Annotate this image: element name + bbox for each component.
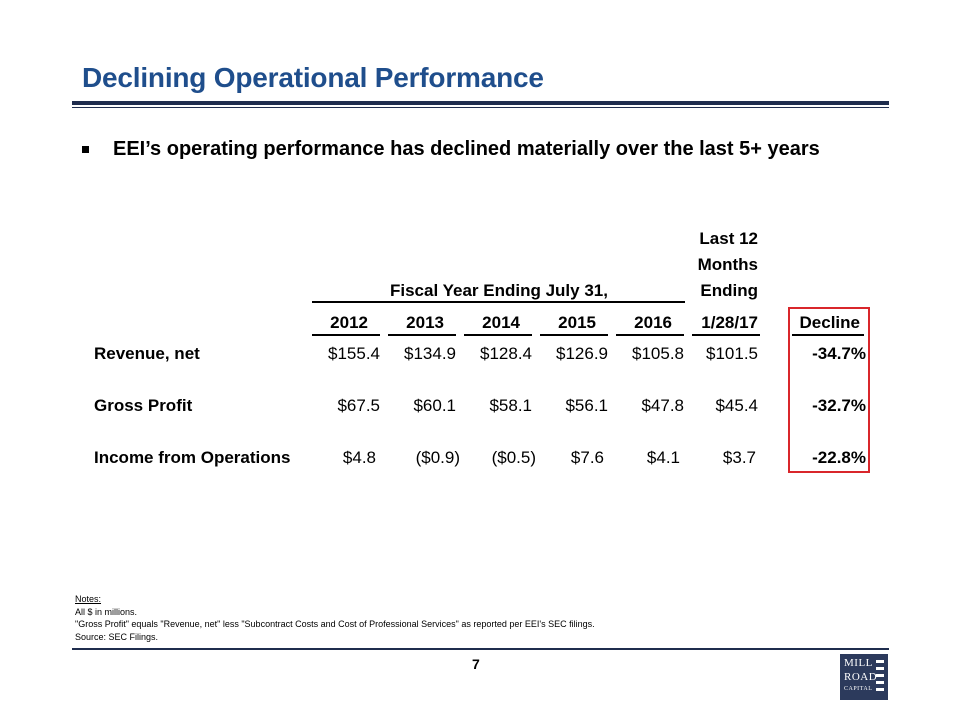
note-line: All $ in millions. — [75, 606, 138, 617]
ltm-header-line1: Last 12 — [699, 229, 758, 248]
bullet-square-icon — [82, 146, 89, 153]
fiscal-year-header: Fiscal Year Ending July 31, — [390, 281, 608, 300]
cell-revenue-ltm: $101.5 — [706, 344, 758, 363]
row-label-revenue: Revenue, net — [94, 344, 200, 363]
footer-rule — [72, 648, 889, 650]
col-header-2012: 2012 — [330, 313, 368, 332]
cell-revenue-decline: -34.7% — [812, 344, 866, 363]
mill-road-capital-logo: MILL ROAD CAPITAL — [840, 654, 888, 700]
cell-income-2012: $4.8 — [342, 448, 376, 467]
cell-gross-2014: $58.1 — [489, 396, 532, 415]
cell-income-ltm: $3.7 — [722, 448, 756, 467]
notes-label: Notes: — [75, 594, 102, 604]
col-header-2013: 2013 — [406, 313, 444, 332]
cell-gross-ltm: $45.4 — [715, 396, 758, 415]
cell-income-2013: ($0.9) — [415, 448, 460, 467]
cell-revenue-2016: $105.8 — [632, 344, 684, 363]
cell-income-2014: ($0.5) — [491, 448, 536, 467]
ltm-header-line3: Ending — [700, 281, 758, 300]
logo-text-line1: MILL — [844, 657, 873, 669]
cell-gross-2016: $47.8 — [641, 396, 684, 415]
title-rule-thin — [72, 107, 889, 108]
cell-revenue-2012: $155.4 — [328, 344, 380, 363]
note-line: Source: SEC Filings. — [75, 631, 159, 642]
cell-gross-decline: -32.7% — [812, 396, 866, 415]
cell-income-2015: $7.6 — [570, 448, 604, 467]
cell-revenue-2013: $134.9 — [404, 344, 456, 363]
cell-income-decline: -22.8% — [812, 448, 866, 467]
page-title: Declining Operational Performance — [82, 62, 544, 93]
cell-revenue-2015: $126.9 — [556, 344, 608, 363]
fiscal-header-underline — [312, 301, 685, 303]
col-underline-ltm — [692, 334, 760, 336]
row-label-gross-profit: Gross Profit — [94, 396, 193, 415]
col-header-2015: 2015 — [558, 313, 596, 332]
col-underline-2015 — [540, 334, 608, 336]
page-number: 7 — [472, 656, 480, 672]
col-underline-2013 — [388, 334, 456, 336]
cell-gross-2012: $67.5 — [337, 396, 380, 415]
col-underline-decline — [792, 334, 864, 336]
col-header-2014: 2014 — [482, 313, 520, 332]
row-label-income-ops: Income from Operations — [94, 448, 291, 467]
logo-text-line2: ROAD — [844, 671, 878, 683]
notes-block: Notes: All $ in millions. "Gross Profit"… — [75, 593, 595, 643]
cell-income-2016: $4.1 — [646, 448, 680, 467]
cell-gross-2015: $56.1 — [565, 396, 608, 415]
title-rule — [72, 101, 889, 105]
col-header-ltm: 1/28/17 — [701, 313, 758, 332]
logo-text-line3: CAPITAL — [844, 686, 873, 692]
col-header-decline: Decline — [799, 313, 860, 332]
bullet-text: EEI’s operating performance has declined… — [113, 138, 820, 160]
col-header-2016: 2016 — [634, 313, 672, 332]
note-line: "Gross Profit" equals "Revenue, net" les… — [75, 619, 595, 629]
bullet-point: EEI’s operating performance has declined… — [82, 138, 820, 161]
decline-highlight-box — [788, 307, 870, 473]
cell-gross-2013: $60.1 — [413, 396, 456, 415]
ltm-header-line2: Months — [697, 255, 758, 274]
col-underline-2012 — [312, 334, 380, 336]
col-underline-2014 — [464, 334, 532, 336]
cell-revenue-2014: $128.4 — [480, 344, 532, 363]
logo-bars-icon — [876, 660, 884, 695]
col-underline-2016 — [616, 334, 684, 336]
